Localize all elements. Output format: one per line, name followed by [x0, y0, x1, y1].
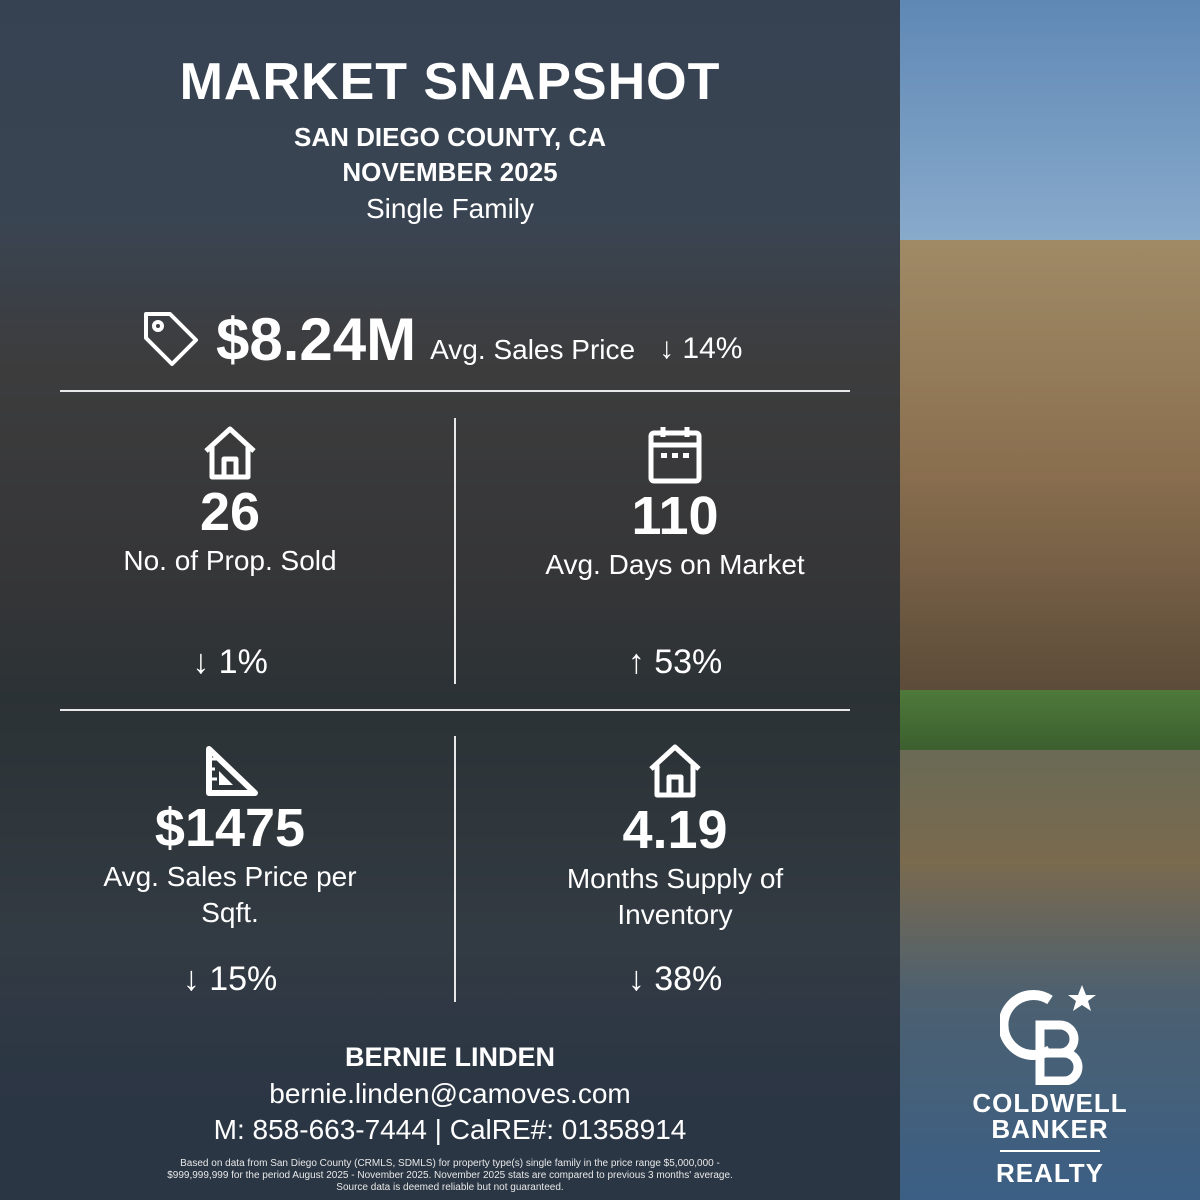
house-icon — [204, 426, 256, 480]
house-icon — [649, 744, 701, 798]
stat-sold: 26 No. of Prop. Sold ↓ 1% — [5, 425, 455, 695]
cb-monogram-icon — [998, 985, 1096, 1086]
property-type: Single Family — [365, 193, 535, 224]
agent-name: BERNIE LINDEN — [344, 1042, 555, 1072]
period: NOVEMBER 2025 — [342, 157, 558, 187]
hero-change: ↓ 14% — [659, 332, 743, 365]
price-tag-icon — [144, 312, 198, 366]
divider — [60, 390, 850, 392]
stat-price-per-sqft: $1475 Avg. Sales Price per Sqft. ↓ 15% — [5, 745, 455, 1015]
disclaimer: Based on data from San Diego County (CRM… — [167, 1158, 733, 1193]
calendar-icon — [648, 427, 702, 484]
divider — [454, 418, 456, 684]
hero-label: Avg. Sales Price — [430, 334, 636, 365]
agent-email[interactable]: bernie.linden@camoves.com — [269, 1078, 631, 1109]
page-title: MARKET SNAPSHOT — [179, 53, 721, 111]
stat-months-supply: 4.19 Months Supply of Inventory ↓ 38% — [450, 743, 900, 1013]
hero-stat: $8.24M Avg. Sales Price ↓ 14% — [140, 308, 742, 370]
coldwell-banker-logo: COLDWELL BANKER REALTY — [960, 980, 1140, 1186]
arrow-up-icon: ↑ — [627, 643, 645, 681]
stat-days-on-market: 110 Avg. Days on Market ↑ 53% — [450, 425, 900, 695]
hero-value: $8.24M — [216, 306, 417, 373]
location: SAN DIEGO COUNTY, CA — [293, 122, 607, 152]
overlay-panel — [0, 0, 900, 1200]
arrow-down-icon: ↓ — [182, 960, 200, 998]
arrow-down-icon: ↓ — [627, 960, 645, 998]
divider — [454, 736, 456, 1002]
divider — [60, 709, 850, 711]
arrow-down-icon: ↓ — [192, 643, 210, 681]
ruler-triangle-icon — [206, 746, 258, 796]
agent-phone: M: 858-663-7444 | CalRE#: 01358914 — [213, 1114, 687, 1145]
arrow-down-icon: ↓ — [659, 332, 675, 365]
